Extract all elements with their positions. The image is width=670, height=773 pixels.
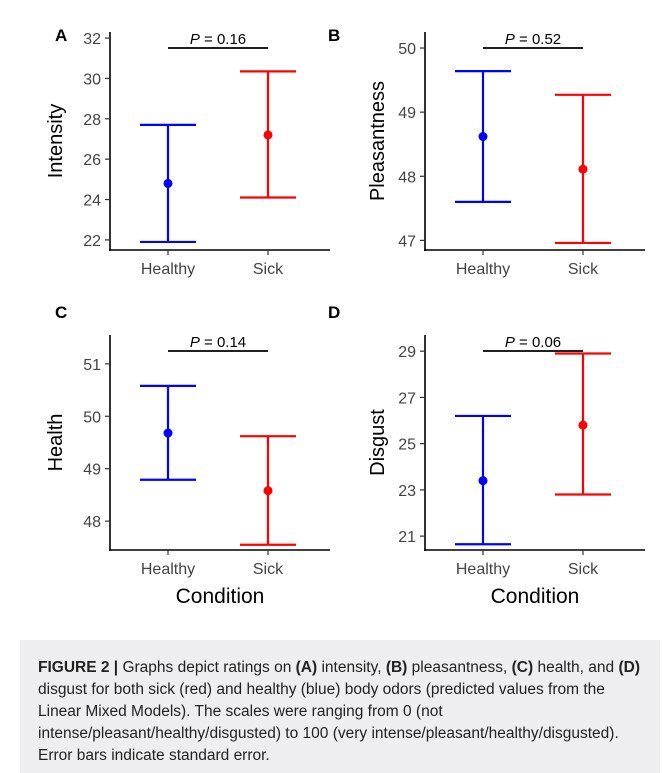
y-tick-label: 32 [83,31,101,48]
p-value-symbol: P [505,31,515,48]
y-axis-title: Pleasantness [367,81,389,201]
y-tick-label: 22 [83,233,101,250]
y-tick-label: 29 [398,344,416,361]
y-axis-title: Health [45,414,67,472]
x-tick-label: Sick [568,261,599,278]
caption-text: Graphs depict ratings on [118,659,296,676]
y-tick-label: 25 [398,437,416,454]
caption-text: health, and [533,659,619,676]
x-axis-title: Condition [491,585,580,608]
panel-label: B [328,26,340,45]
data-point-healthy [163,428,173,438]
y-tick-label: 49 [398,105,416,122]
figure-charts: A 22 24 26 28 30 32 Healthy Sick Intensity P = 0.1… [45,26,645,608]
p-value-label: P = 0.06 [505,334,561,351]
x-tick-label: Healthy [456,561,510,578]
data-point-healthy [478,132,488,142]
p-value-text: = 0.52 [515,31,561,48]
x-axis-title: Condition [176,585,265,608]
x-tick-label: Healthy [141,261,195,278]
y-tick-label: 51 [83,357,101,374]
p-value-text: = 0.14 [200,334,246,351]
y-tick-label: 26 [83,152,101,169]
p-value-symbol: P [190,31,200,48]
p-value-label: P = 0.16 [190,31,246,48]
caption-ref-c: (C) [511,659,534,676]
data-point-sick [263,130,273,140]
caption-ref-d: (D) [618,659,640,676]
p-value-text: = 0.06 [515,334,561,351]
caption-text: intensity, [317,659,386,676]
y-axis-title: Disgust [367,409,389,476]
figure-caption: FIGURE 2 | Graphs depict ratings on (A) … [38,657,648,767]
y-tick-label: 30 [83,71,101,88]
p-value-label: P = 0.52 [505,31,561,48]
data-point-healthy [163,178,173,188]
caption-text: disgust for both sick (red) and healthy … [38,681,619,764]
chart-panel-d: D 21 23 25 27 29 Healthy Sick Disgust Condition P … [328,303,645,608]
p-value-symbol: P [505,334,515,351]
x-tick-label: Healthy [141,561,195,578]
data-point-sick [578,164,588,174]
y-tick-label: 50 [83,409,101,426]
data-point-healthy [478,476,488,486]
panel-label: A [55,26,67,45]
x-tick-label: Sick [568,561,599,578]
y-tick-label: 27 [398,390,416,407]
p-value-label: P = 0.14 [190,334,246,351]
x-tick-label: Sick [253,561,284,578]
caption-ref-b: (B) [385,659,408,676]
panel-label: D [328,303,340,322]
p-value-symbol: P [190,334,200,351]
chart-panel-a: A 22 24 26 28 30 32 Healthy Sick Intensity P = 0.1… [45,26,330,278]
x-tick-label: Sick [253,261,284,278]
panel-label: C [55,303,67,322]
y-tick-label: 50 [398,41,416,58]
y-tick-label: 49 [83,462,101,479]
caption-ref-a: (A) [295,659,318,676]
x-tick-label: Healthy [456,261,510,278]
caption-text: pleasantness, [407,659,512,676]
y-axis-title: Intensity [45,104,67,178]
y-tick-label: 28 [83,112,101,129]
y-tick-label: 48 [398,169,416,186]
y-tick-label: 24 [83,193,101,210]
figure-caption-box: FIGURE 2 | Graphs depict ratings on (A) … [20,640,660,773]
data-point-sick [578,420,588,430]
data-point-sick [263,486,273,496]
chart-panel-b: B 47 48 49 50 Healthy Sick Pleasantness P = 0.52 [328,26,645,278]
y-tick-label: 21 [398,529,416,546]
chart-panel-c: C 48 49 50 51 Healthy Sick Health Condition P = 0… [45,303,330,608]
y-tick-label: 48 [83,514,101,531]
p-value-text: = 0.16 [200,31,246,48]
y-tick-label: 47 [398,233,416,250]
caption-figure-label: FIGURE 2 | [38,659,119,676]
y-tick-label: 23 [398,483,416,500]
